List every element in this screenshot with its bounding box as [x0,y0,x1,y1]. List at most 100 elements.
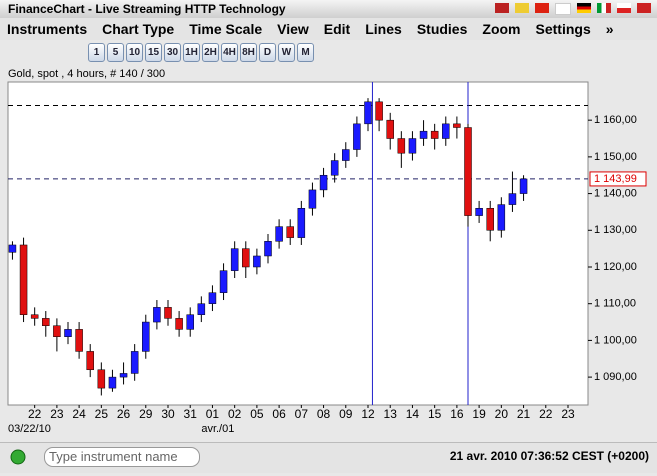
menu-item[interactable]: » [605,21,614,37]
flag[interactable] [617,3,631,13]
menu-item[interactable]: Instruments [7,21,88,37]
menu-item[interactable]: View [277,21,309,37]
candle-body [297,208,306,238]
candle-body [130,351,139,374]
x-tick-label: 07 [295,407,309,421]
chart-info: Gold, spot , 4 hours, # 140 / 300 [8,68,166,80]
candle-body [119,373,128,378]
candle-body [453,123,461,128]
x-tick-label: 25 [95,407,109,421]
menu-item[interactable]: Settings [535,21,591,37]
flag[interactable] [515,3,529,13]
candle-body [8,244,17,253]
x-tick-label: 02 [228,407,242,421]
x-tick-label: 22 [539,407,553,421]
flag[interactable] [495,3,509,13]
x-tick-label: 23 [561,407,575,421]
menu-item[interactable]: Zoom [482,21,521,37]
candle-body [330,160,339,176]
candle-body [397,138,406,154]
candle-body [142,321,150,352]
x-tick-label: 20 [495,407,509,421]
x-tick-label: 12 [361,407,375,421]
candle-body [286,226,294,238]
status-icon [10,449,26,465]
candle-body [353,123,361,150]
timescale-button[interactable]: W [278,43,295,62]
candle-body [42,318,50,326]
x-tick-label: 23 [50,407,64,421]
timescale-button[interactable]: 1 [88,43,105,62]
candle-body [164,307,172,319]
candle-body [419,130,428,139]
timescale-button[interactable]: 1H [183,43,200,62]
candle-body [475,208,483,216]
x-tick-label: 08 [317,407,331,421]
menu-item[interactable]: Studies [416,21,468,37]
last-price-label: 1 143,99 [594,173,637,185]
x-tick-label: 05 [250,407,264,421]
y-tick-label: 1 100,00 [594,334,637,346]
candle-body [75,329,83,352]
title-bar: FinanceChart - Live Streaming HTTP Techn… [0,0,657,18]
candle-body [519,178,528,194]
candle-body [342,149,350,161]
x-tick-label: 29 [139,407,153,421]
candle-body [442,123,450,139]
toolbar: 1 5 10 15 30 1H 2H 4H 8H D W M [88,43,314,62]
datetime: 21 avr. 2010 07:36:52 CEST (+0200) [449,449,649,463]
y-tick-label: 1 140,00 [594,187,637,199]
flag[interactable] [597,3,611,13]
candle-body [208,292,217,304]
menu-bar: Instruments Chart Type Time Scale View Edit L… [0,18,657,40]
x-tick-label: 24 [72,407,86,421]
x-tick-label: 14 [406,407,420,421]
menu-item[interactable]: Chart Type [102,21,175,37]
search-input[interactable]: Type instrument name [44,447,200,467]
window-title: FinanceChart - Live Streaming HTTP Techn… [8,2,286,16]
x-tick-label: 22 [28,407,42,421]
candle-body [186,314,194,330]
x-tick-label: 15 [428,407,442,421]
candle-body [486,208,494,231]
timescale-button[interactable]: 2H [202,43,219,62]
x-tick-label: 30 [161,407,175,421]
x-sublabel: avr./01 [201,423,234,435]
timescale-button[interactable]: 15 [145,43,162,62]
timescale-button[interactable]: 8H [240,43,257,62]
y-tick-label: 1 160,00 [594,114,637,126]
x-tick-label: 31 [184,407,198,421]
candle-body [153,307,161,323]
candle-body [508,193,517,205]
timescale-button[interactable]: 10 [126,43,143,62]
candle-body [19,244,28,315]
candle-body [230,248,239,271]
timescale-button[interactable]: 30 [164,43,181,62]
timescale-button[interactable]: 5 [107,43,124,62]
menu-item[interactable]: Edit [323,21,351,37]
x-tick-label: 06 [272,407,286,421]
timescale-button[interactable]: M [297,43,314,62]
x-tick-label: 26 [117,407,131,421]
menu-item[interactable]: Time Scale [189,21,263,37]
flag[interactable] [637,3,651,13]
menu-item[interactable]: Lines [365,21,402,37]
candle-body [175,318,183,330]
candle-body [319,174,328,191]
x-tick-label: 16 [450,407,464,421]
x-tick-label: 09 [339,407,353,421]
chart: 1 090,00 1 100,00 1 110,00 1 120,00 1 130,00… [7,81,647,435]
flag[interactable] [535,3,549,13]
x-tick-label: 21 [517,407,531,421]
flag[interactable] [555,3,571,15]
candle-body [64,329,72,337]
timescale-button[interactable]: 4H [221,43,238,62]
x-tick-label: 01 [206,407,220,421]
flag[interactable] [577,3,591,13]
candle-body [408,138,417,154]
timescale-button[interactable]: D [259,43,276,62]
y-tick-label: 1 090,00 [594,371,637,383]
y-tick-label: 1 120,00 [594,261,637,273]
y-tick-label: 1 150,00 [594,151,637,163]
